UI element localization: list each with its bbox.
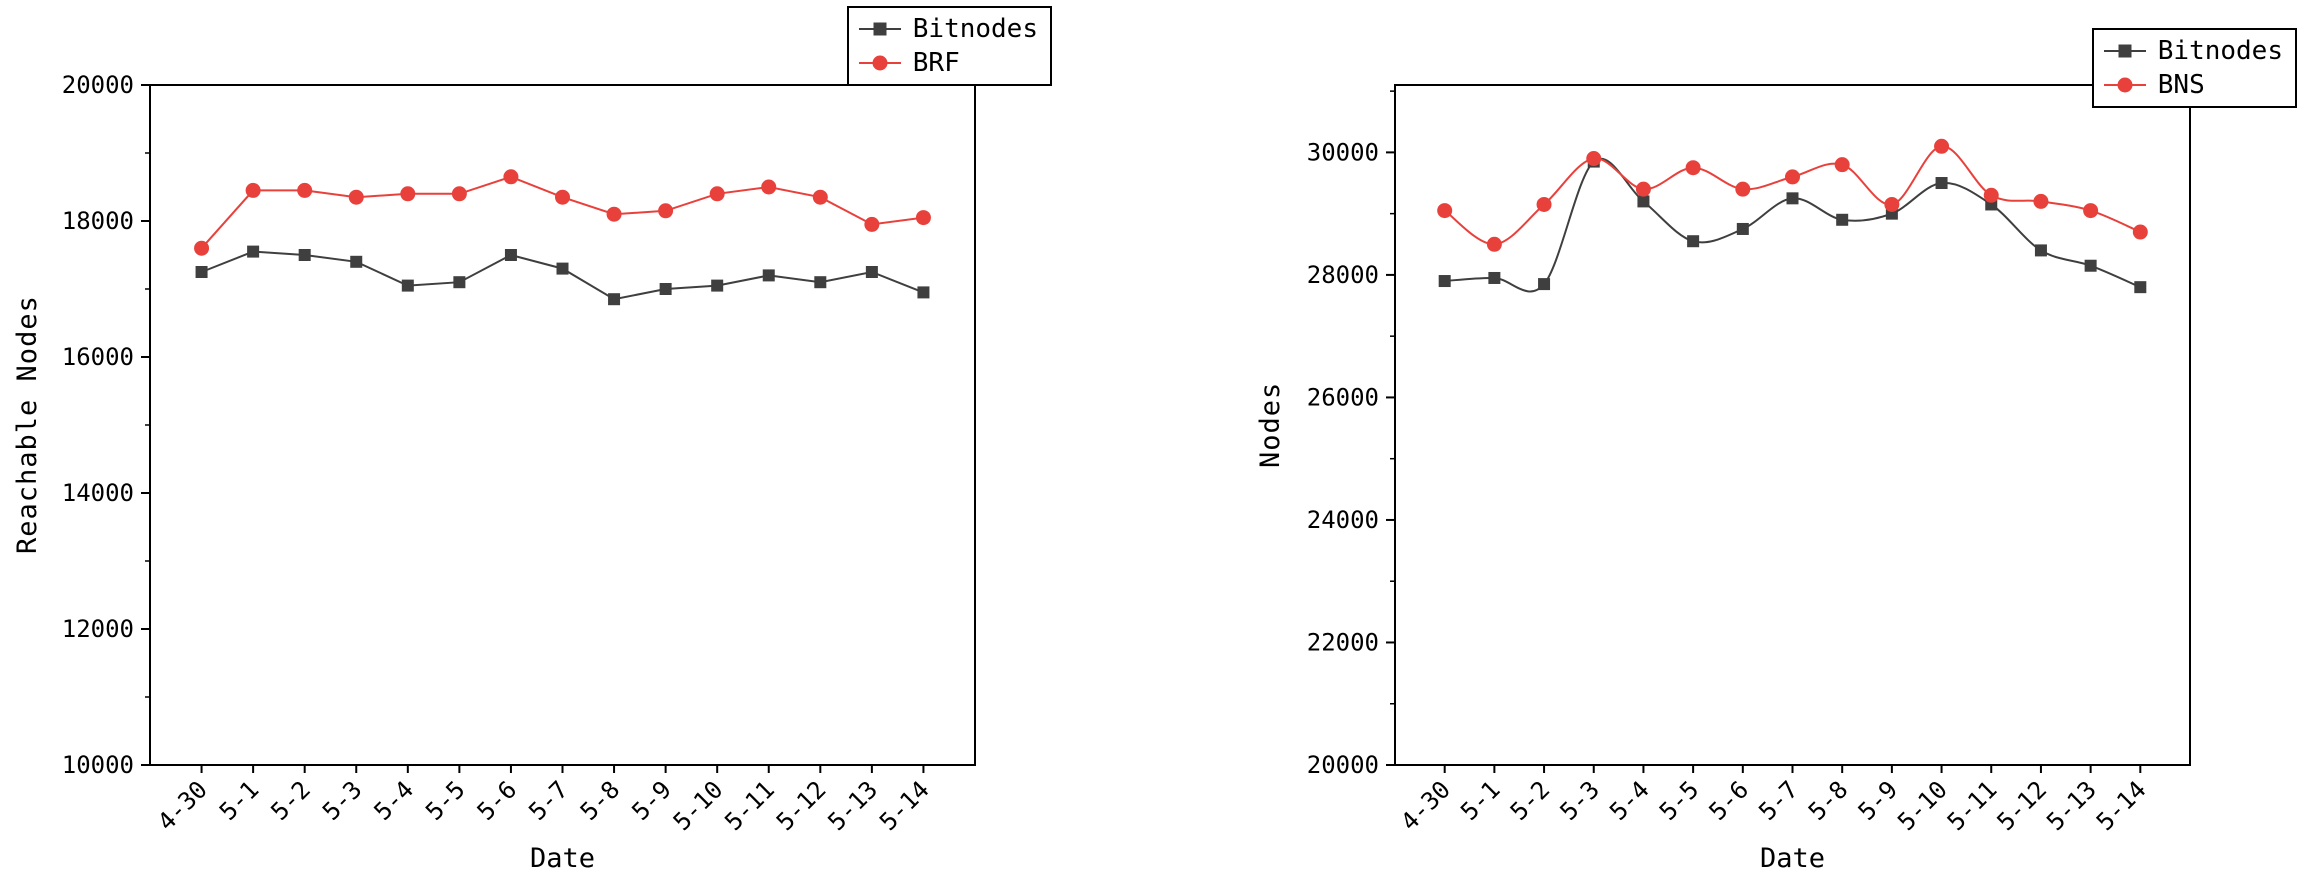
svg-text:14000: 14000 bbox=[62, 479, 134, 507]
svg-text:4-30: 4-30 bbox=[152, 775, 213, 836]
svg-text:5-11: 5-11 bbox=[1942, 775, 2003, 836]
svg-text:5-4: 5-4 bbox=[1604, 775, 1654, 825]
circle-marker-icon bbox=[2103, 77, 2146, 93]
svg-text:5-12: 5-12 bbox=[1992, 775, 2053, 836]
y-axis-label: Reachable Nodes bbox=[12, 295, 43, 555]
svg-text:5-6: 5-6 bbox=[1704, 775, 1754, 825]
chart-reachable-nodes: 10000 12000 14000 16000 18000 20000 4-30 5-1 5-2… bbox=[12, 6, 1052, 874]
chart-nodes: 20000 22000 24000 26000 28000 30000 4-30 5-1 5-2… bbox=[1155, 0, 2310, 890]
svg-text:5-14: 5-14 bbox=[2091, 775, 2152, 836]
svg-text:5-1: 5-1 bbox=[1455, 775, 1505, 825]
svg-text:5-14: 5-14 bbox=[874, 775, 935, 836]
svg-text:5-13: 5-13 bbox=[2041, 775, 2102, 836]
axes-box bbox=[1394, 84, 2191, 766]
svg-text:20000: 20000 bbox=[1307, 751, 1379, 779]
svg-text:5-7: 5-7 bbox=[523, 775, 573, 825]
svg-text:5-2: 5-2 bbox=[265, 775, 315, 825]
y-axis: 10000 12000 14000 16000 18000 20000 bbox=[62, 71, 150, 779]
x-axis: 4-30 5-1 5-2 5-3 5-4 5-5 5-6 5-7 5-8 5-95-105-115… bbox=[152, 765, 935, 836]
svg-text:22000: 22000 bbox=[1307, 628, 1379, 656]
svg-text:5-5: 5-5 bbox=[1654, 775, 1704, 825]
svg-text:5-12: 5-12 bbox=[771, 775, 832, 836]
svg-text:4-30: 4-30 bbox=[1395, 775, 1456, 836]
svg-text:20000: 20000 bbox=[62, 71, 134, 99]
svg-text:5-11: 5-11 bbox=[719, 775, 780, 836]
svg-text:12000: 12000 bbox=[62, 615, 134, 643]
legend-label: BRF bbox=[912, 48, 960, 78]
svg-text:26000: 26000 bbox=[1307, 383, 1379, 411]
legend: Bitnodes BNS bbox=[2091, 28, 2297, 108]
svg-text:5-7: 5-7 bbox=[1753, 775, 1803, 825]
nodes-plot-area: 20000 22000 24000 26000 28000 30000 4-30 5-1 5-2… bbox=[1307, 84, 2191, 836]
svg-text:5-8: 5-8 bbox=[1803, 775, 1853, 825]
svg-text:18000: 18000 bbox=[62, 207, 134, 235]
reachable-nodes-plot-area: 10000 12000 14000 16000 18000 20000 4-30 5-1 5-2… bbox=[62, 71, 976, 836]
legend-label: Bitnodes bbox=[912, 14, 1038, 44]
x-axis: 4-30 5-1 5-2 5-3 5-4 5-5 5-6 5-7 5-8 5-95-105-115… bbox=[1395, 765, 2152, 836]
svg-text:30000: 30000 bbox=[1307, 138, 1379, 166]
svg-text:5-10: 5-10 bbox=[668, 775, 729, 836]
y-axis-label: Nodes bbox=[1255, 381, 1286, 469]
series-bns bbox=[1437, 138, 2148, 252]
axes-box bbox=[149, 84, 976, 766]
legend: Bitnodes BRF bbox=[846, 6, 1052, 86]
legend-label: BNS bbox=[2157, 70, 2205, 100]
svg-text:5-8: 5-8 bbox=[575, 775, 625, 825]
square-marker-icon bbox=[2103, 44, 2146, 58]
square-marker-icon bbox=[858, 22, 901, 36]
series-bitnodes bbox=[195, 245, 930, 306]
legend-item-bitnodes: Bitnodes bbox=[2102, 35, 2283, 67]
svg-text:16000: 16000 bbox=[62, 343, 134, 371]
legend-label: Bitnodes bbox=[2157, 36, 2283, 66]
legend-item-bitnodes: Bitnodes bbox=[857, 13, 1038, 45]
svg-text:5-1: 5-1 bbox=[214, 775, 264, 825]
legend-item-brf: BRF bbox=[857, 47, 1038, 79]
svg-text:24000: 24000 bbox=[1307, 506, 1379, 534]
svg-text:5-13: 5-13 bbox=[822, 775, 883, 836]
svg-text:5-5: 5-5 bbox=[420, 775, 470, 825]
svg-text:5-3: 5-3 bbox=[1555, 775, 1605, 825]
x-axis-label: Date bbox=[529, 843, 596, 874]
series-brf bbox=[194, 169, 931, 256]
svg-text:5-6: 5-6 bbox=[472, 775, 522, 825]
legend-item-bns: BNS bbox=[2102, 69, 2283, 101]
circle-marker-icon bbox=[858, 55, 901, 71]
y-axis: 20000 22000 24000 26000 28000 30000 bbox=[1307, 90, 1395, 779]
svg-text:5-10: 5-10 bbox=[1892, 775, 1953, 836]
svg-text:28000: 28000 bbox=[1307, 261, 1379, 289]
svg-text:5-3: 5-3 bbox=[317, 775, 367, 825]
x-axis-label: Date bbox=[1759, 843, 1826, 874]
svg-text:5-4: 5-4 bbox=[369, 775, 419, 825]
svg-text:5-2: 5-2 bbox=[1505, 775, 1555, 825]
svg-text:10000: 10000 bbox=[62, 751, 134, 779]
